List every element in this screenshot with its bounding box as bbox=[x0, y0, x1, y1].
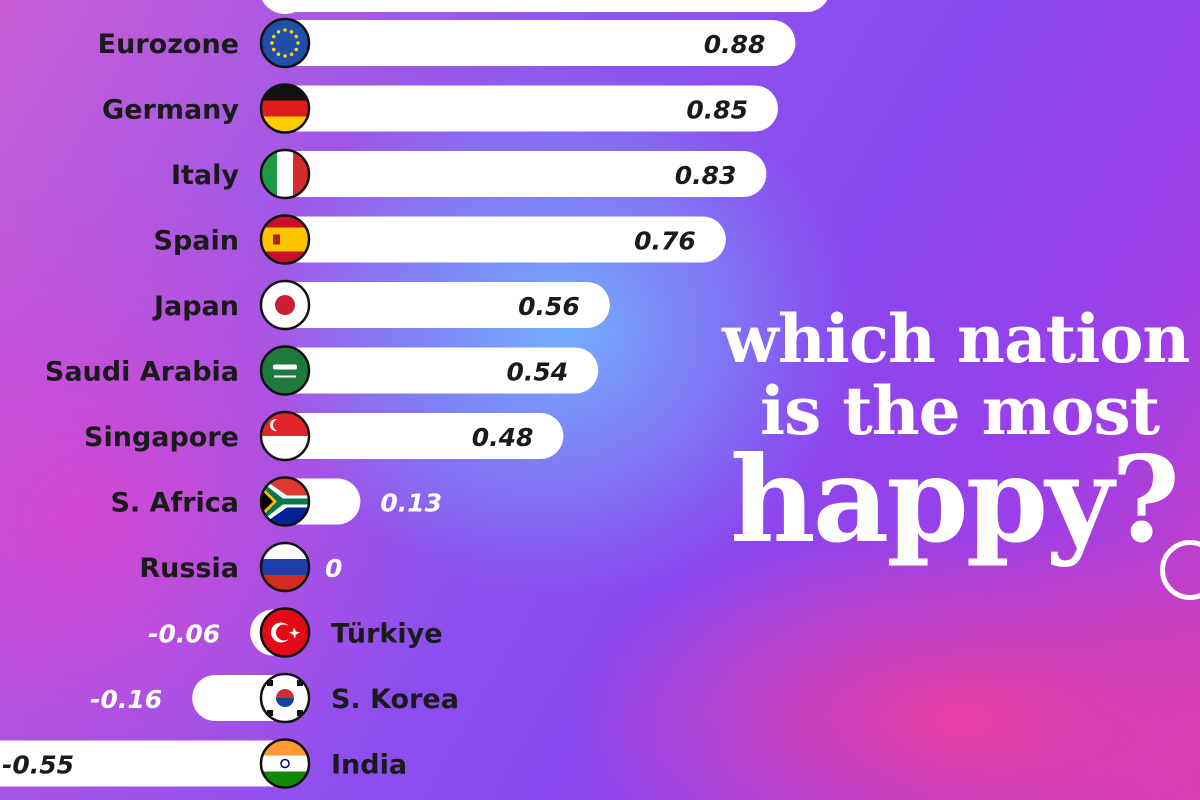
flag-ring bbox=[259, 476, 311, 527]
flag-ring bbox=[259, 83, 311, 134]
bar-italy bbox=[270, 151, 767, 197]
row-singapore: Singapore 0.48 bbox=[84, 410, 564, 462]
saudi-arabia-flag-icon bbox=[261, 346, 309, 395]
label-saudi-arabia: Saudi Arabia bbox=[45, 357, 239, 388]
value-italy: 0.83 bbox=[675, 161, 737, 190]
globe-logo-icon bbox=[1160, 540, 1200, 600]
label-s-africa: S. Africa bbox=[110, 488, 239, 519]
flag-ring bbox=[259, 541, 311, 593]
flag-ring bbox=[259, 148, 311, 200]
value-eurozone: 0.88 bbox=[704, 30, 766, 59]
bar-japan bbox=[270, 282, 610, 328]
label-t-rkiye: Türkiye bbox=[331, 619, 443, 650]
bar-singapore bbox=[270, 413, 564, 459]
label-japan: Japan bbox=[152, 291, 239, 322]
row-japan: Japan 0.56 bbox=[152, 279, 610, 331]
value-japan: 0.56 bbox=[518, 292, 580, 321]
flag-ring bbox=[259, 738, 311, 789]
flag-ring bbox=[259, 345, 311, 396]
label-singapore: Singapore bbox=[84, 422, 239, 453]
label-s-korea: S. Korea bbox=[331, 684, 459, 715]
bar-saudi-arabia bbox=[270, 347, 599, 394]
row-spain: Spain 0.76 bbox=[154, 214, 726, 265]
eu-flag-icon bbox=[261, 19, 309, 67]
row-india: India -0.55 bbox=[0, 738, 407, 789]
value-germany: 0.85 bbox=[686, 96, 748, 125]
value-spain: 0.76 bbox=[634, 227, 696, 256]
value-s-africa: 0.13 bbox=[380, 489, 442, 518]
title-line-3: happy? bbox=[730, 430, 1180, 569]
bar-germany bbox=[270, 85, 778, 132]
value-india: -0.55 bbox=[2, 751, 74, 780]
value-saudi-arabia: 0.54 bbox=[507, 358, 569, 387]
flag-ring bbox=[259, 214, 311, 265]
row-t-rkiye: Türkiye -0.06 bbox=[148, 607, 443, 658]
row-germany: Germany 0.85 bbox=[102, 83, 778, 134]
label-spain: Spain bbox=[154, 226, 239, 257]
row-russia: Russia 0 bbox=[139, 541, 342, 593]
flag-ring bbox=[259, 279, 311, 331]
japan-flag-icon bbox=[261, 281, 309, 329]
label-india: India bbox=[331, 750, 407, 781]
row-s-korea: S. Korea -0.16 bbox=[90, 672, 459, 724]
flag-ring bbox=[259, 672, 311, 724]
row-saudi-arabia: Saudi Arabia 0.54 bbox=[45, 345, 599, 396]
title-line-1: which nation bbox=[722, 300, 1190, 378]
bar-india bbox=[0, 740, 300, 787]
value-s-korea: -0.16 bbox=[90, 685, 162, 714]
value-russia: 0 bbox=[325, 554, 342, 583]
label-russia: Russia bbox=[139, 553, 239, 584]
title-line-2: is the most bbox=[760, 372, 1160, 450]
flag-ring bbox=[259, 17, 311, 69]
bar-spain bbox=[270, 216, 726, 263]
turkiye-flag-icon bbox=[261, 608, 309, 657]
label-germany: Germany bbox=[102, 95, 239, 126]
label-eurozone: Eurozone bbox=[98, 29, 239, 60]
row-eurozone: Eurozone 0.88 bbox=[98, 17, 796, 69]
flag-cropped-top-icon bbox=[261, 0, 309, 14]
value-singapore: 0.48 bbox=[472, 423, 534, 452]
bar-eurozone bbox=[270, 20, 796, 66]
flag-ring bbox=[259, 410, 311, 462]
row-italy: Italy 0.83 bbox=[171, 148, 767, 200]
value-t-rkiye: -0.06 bbox=[148, 620, 220, 649]
flag-ring bbox=[259, 607, 311, 658]
row-s-africa: S. Africa 0.13 bbox=[110, 476, 442, 527]
south-korea-flag-icon bbox=[261, 674, 309, 722]
bar-cropped-top bbox=[277, 0, 828, 12]
label-italy: Italy bbox=[171, 160, 239, 191]
spain-flag-icon bbox=[261, 215, 309, 264]
